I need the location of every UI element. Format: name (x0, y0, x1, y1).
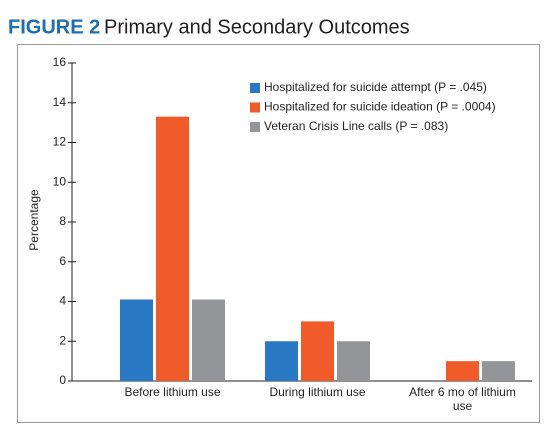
legend-label: Veteran Crisis Line calls (P = .083) (264, 119, 448, 133)
bar (265, 341, 298, 381)
bar (192, 299, 225, 381)
y-tick-label: 0 (59, 373, 66, 387)
legend-label: Hospitalized for suicide attempt (P = .0… (264, 80, 487, 94)
y-tick-label: 10 (53, 174, 67, 188)
x-tick-label: Before lithium use (124, 385, 221, 399)
y-tick-label: 12 (53, 135, 67, 149)
chart-title: Primary and Secondary Outcomes (104, 16, 410, 38)
x-tick-label: After 6 mo of lithium use (409, 385, 516, 413)
x-tick-label-box: After 6 mo of lithium use (409, 385, 516, 413)
y-tick-label: 2 (59, 333, 66, 347)
y-axis-label: Percentage (27, 189, 41, 251)
x-tick-label: During lithium use (269, 385, 366, 399)
legend-swatch (250, 122, 260, 132)
bar (337, 341, 370, 381)
y-tick-label: 16 (53, 55, 67, 69)
x-tick-label-box: Before lithium use (124, 385, 221, 399)
legend-swatch (250, 83, 260, 93)
legend-label: Hospitalized for suicide ideation (P = .… (264, 100, 496, 114)
y-tick-label: 6 (59, 254, 66, 268)
legend-swatch (250, 102, 260, 113)
bar (482, 361, 515, 381)
y-tick-label: 8 (59, 214, 66, 228)
frame (17, 44, 540, 423)
bar (301, 321, 334, 381)
bar (120, 299, 153, 381)
x-tick-label-box: During lithium use (269, 385, 366, 399)
bar (446, 361, 479, 381)
y-tick-label: 4 (59, 294, 66, 308)
figure-label: FIGURE 2 (8, 16, 100, 38)
bar (156, 116, 189, 381)
y-tick-label: 14 (53, 95, 67, 109)
